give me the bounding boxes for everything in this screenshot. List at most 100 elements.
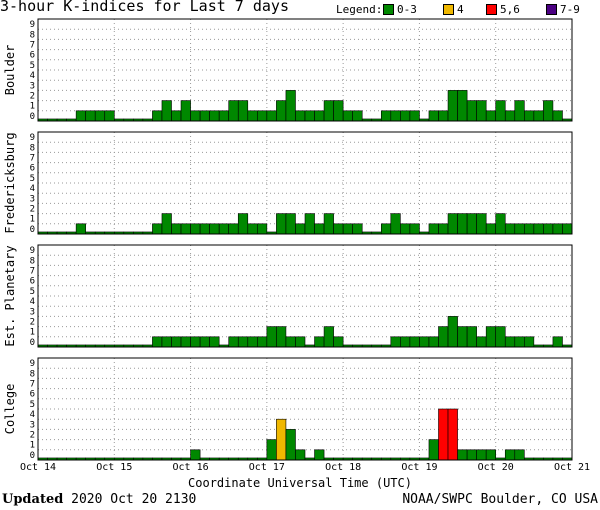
- kindex-bar: [400, 110, 411, 122]
- kindex-bar: [171, 110, 182, 122]
- kindex-bar: [276, 100, 287, 122]
- panel-ylabel: Fredericksburg: [3, 132, 17, 233]
- updated-stamp: Updated 2020 Oct 20 2130: [2, 492, 196, 507]
- kindex-bar: [504, 110, 516, 122]
- kindex-bar: [190, 223, 201, 235]
- kindex-bar: [152, 110, 163, 122]
- kindex-bar: [209, 110, 220, 122]
- y-tick-label: 8: [30, 369, 35, 379]
- kindex-bar: [266, 439, 277, 461]
- kindex-bar: [295, 449, 306, 461]
- kindex-bar: [295, 110, 306, 122]
- kindex-bar: [552, 223, 563, 235]
- legend-item-label: 4: [457, 3, 464, 16]
- y-tick-label: 0: [30, 112, 35, 122]
- x-tick-label: Oct 14: [20, 462, 56, 473]
- kindex-bar: [428, 336, 439, 348]
- legend-item-label: 7-9: [560, 3, 580, 16]
- kindex-bar: [257, 336, 268, 348]
- kindex-bar: [342, 110, 353, 122]
- y-tick-label: 5: [30, 400, 35, 410]
- kindex-bar: [276, 326, 287, 348]
- kindex-bar: [457, 90, 468, 122]
- kindex-bar: [247, 110, 258, 122]
- kindex-bar: [428, 439, 439, 461]
- kindex-bar: [533, 223, 544, 235]
- kindex-bar: [428, 110, 439, 122]
- kindex-bar: [352, 110, 363, 122]
- kindex-bar: [266, 110, 277, 122]
- y-tick-label: 4: [30, 184, 35, 194]
- kindex-bar: [285, 213, 296, 235]
- kindex-bar: [457, 449, 468, 461]
- y-tick-label: 3: [30, 420, 35, 430]
- kindex-bar: [171, 336, 182, 348]
- kindex-bar: [495, 326, 506, 348]
- kindex-bar: [514, 336, 525, 348]
- kindex-bar: [333, 223, 344, 235]
- kindex-bar: [314, 223, 325, 235]
- kindex-bar: [447, 316, 458, 348]
- kindex-bar: [199, 336, 210, 348]
- kindex-bar: [304, 213, 315, 235]
- legend-swatch-purple: [546, 4, 557, 15]
- kindex-bar: [476, 100, 487, 122]
- kindex-bar: [476, 213, 487, 235]
- kindex-bar: [390, 110, 401, 122]
- kindex-bar: [504, 223, 516, 235]
- kindex-bar: [190, 110, 201, 122]
- y-tick-label: 9: [30, 133, 35, 143]
- x-tick-label: Oct 20: [478, 462, 514, 473]
- kindex-bar: [514, 100, 525, 122]
- kindex-bar: [466, 213, 477, 235]
- kindex-bar: [447, 408, 458, 461]
- kindex-bar: [85, 110, 96, 122]
- legend-item-5-6: 5,6: [486, 3, 520, 16]
- kindex-bar: [314, 449, 325, 461]
- kindex-bar: [352, 223, 363, 235]
- kindex-bar: [257, 223, 268, 235]
- kindex-bar: [543, 100, 554, 122]
- kindex-panels: 0123456789Boulder0123456789Fredericksbur…: [3, 18, 590, 473]
- y-tick-label: 6: [30, 51, 35, 61]
- kindex-bar: [285, 90, 296, 122]
- kindex-bar: [152, 336, 163, 348]
- kindex-bar: [161, 100, 172, 122]
- y-tick-label: 3: [30, 81, 35, 91]
- kindex-bar: [285, 336, 296, 348]
- y-tick-label: 1: [30, 215, 35, 225]
- kindex-bar: [323, 100, 334, 122]
- y-tick-label: 2: [30, 92, 35, 102]
- kindex-bar: [276, 418, 287, 461]
- legend-label: Legend:: [336, 3, 383, 16]
- kindex-bar: [552, 110, 563, 122]
- y-tick-label: 4: [30, 71, 35, 81]
- kindex-bar: [161, 213, 172, 235]
- x-tick-label: Oct 18: [325, 462, 361, 473]
- updated-value: 2020 Oct 20 2130: [71, 492, 197, 507]
- kindex-bar: [419, 336, 430, 348]
- kindex-bar: [485, 449, 497, 461]
- y-tick-label: 4: [30, 297, 35, 307]
- kindex-bar: [247, 336, 258, 348]
- updated-label: Updated: [2, 492, 64, 507]
- kindex-bar: [409, 223, 420, 235]
- kindex-bar: [524, 110, 535, 122]
- kindex-bar: [199, 110, 210, 122]
- kindex-bar: [400, 223, 411, 235]
- kindex-bar: [180, 100, 191, 122]
- kindex-bar: [400, 336, 411, 348]
- kindex-bar: [495, 213, 506, 235]
- kindex-bar: [476, 336, 487, 348]
- x-tick-label: Oct 19: [401, 462, 437, 473]
- panel-ylabel: Boulder: [3, 45, 17, 96]
- y-tick-label: 0: [30, 451, 35, 461]
- y-tick-label: 7: [30, 380, 35, 390]
- kindex-bar: [314, 336, 325, 348]
- y-tick-label: 1: [30, 441, 35, 451]
- kindex-bar: [75, 110, 86, 122]
- legend-item-4: 4: [443, 3, 464, 16]
- kindex-bar: [495, 100, 506, 122]
- kindex-bar: [228, 336, 239, 348]
- legend-item-label: 0-3: [397, 3, 417, 16]
